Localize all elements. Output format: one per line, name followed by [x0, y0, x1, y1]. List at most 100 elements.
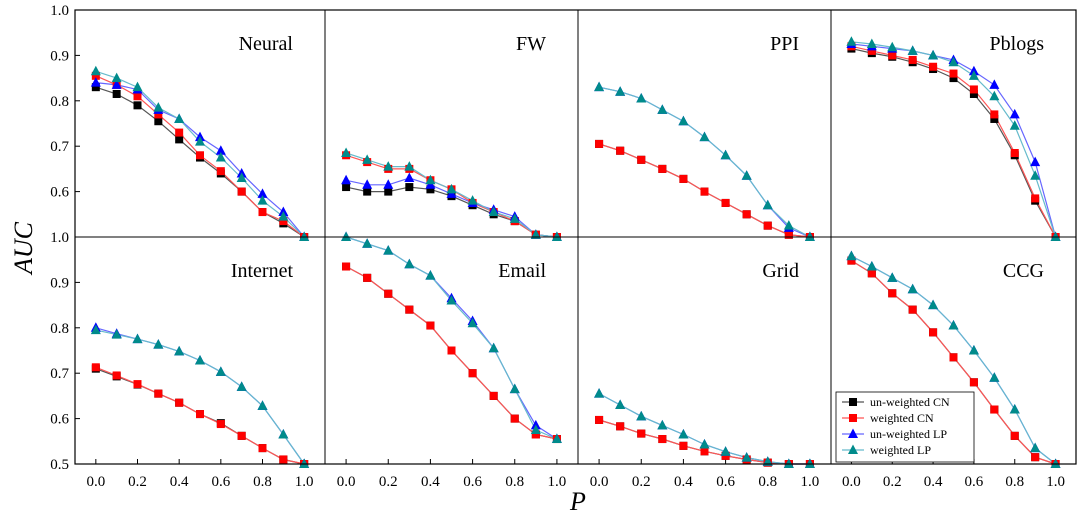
data-point [741, 170, 752, 180]
y-tick-label: 1.0 [50, 3, 69, 19]
data-point [1009, 404, 1020, 414]
series-points-weighted-lp [594, 81, 815, 241]
y-tick-label: 0.8 [50, 94, 69, 110]
data-point [678, 115, 689, 126]
data-point [594, 81, 605, 92]
series-points-weighted-lp [90, 65, 310, 241]
legend-label: un-weighted CN [870, 395, 950, 409]
data-point [404, 172, 415, 182]
y-tick-label: 0.5 [50, 457, 69, 473]
data-point [215, 145, 226, 155]
data-point [657, 104, 668, 114]
data-point [949, 74, 958, 83]
data-point [847, 256, 856, 265]
data-point [908, 55, 917, 64]
y-tick-label: 0.7 [50, 366, 69, 382]
data-point [341, 174, 352, 185]
data-point [384, 289, 393, 298]
x-tick-label: 0.6 [965, 474, 984, 490]
y-tick-labels: 0.6 0.7 0.8 0.9 1.0 0.5 0.6 0.7 0.8 0.9 1.0 [50, 3, 69, 473]
data-point [446, 295, 457, 305]
data-point [551, 231, 562, 241]
series-points-un-weighted-lp [90, 322, 310, 468]
data-point [888, 51, 897, 60]
series-line-un-weighted-lp [598, 86, 811, 238]
data-point [721, 198, 730, 207]
legend-label: un-weighted LP [870, 427, 947, 441]
data-point [257, 188, 268, 198]
series-points-weighted-cn [595, 139, 814, 241]
legend-label: weighted CN [870, 411, 934, 425]
data-point [949, 353, 958, 362]
data-point [784, 230, 793, 239]
data-point [615, 399, 626, 409]
data-point [90, 77, 101, 87]
series-line-un-weighted-lp [95, 327, 305, 465]
data-point [990, 405, 999, 414]
data-point [299, 231, 310, 241]
data-point [846, 250, 857, 261]
data-point [384, 187, 393, 196]
data-point [1009, 108, 1020, 119]
legend-entry-un-weighted-lp: un-weighted LP [842, 427, 947, 441]
legend-marker [848, 428, 858, 438]
data-point [133, 380, 142, 389]
data-point [363, 273, 372, 282]
data-point [1031, 453, 1040, 462]
data-point [489, 391, 498, 400]
data-point [446, 183, 457, 194]
data-point [153, 339, 164, 349]
data-point [236, 172, 247, 182]
data-point [866, 261, 877, 271]
y-tick-label: 0.9 [50, 48, 69, 64]
data-point [763, 221, 772, 230]
data-point [90, 324, 101, 335]
data-point [929, 328, 938, 337]
data-point [989, 79, 1000, 89]
panel-grid: Grid [594, 260, 815, 468]
data-point [467, 317, 478, 328]
data-point [1030, 442, 1041, 453]
series-points-weighted-lp [846, 250, 1061, 468]
data-point [195, 136, 205, 146]
data-point [362, 179, 373, 189]
data-point [804, 231, 815, 241]
data-point [595, 415, 604, 424]
data-point [990, 114, 999, 123]
panel-title: PPI [770, 33, 799, 55]
data-point [969, 378, 978, 387]
data-point [530, 424, 541, 434]
x-tick-labels: 0.0 0.2 0.4 0.6 0.8 1.0 0.0 0.2 0.4 0.6 0.8 1.0 0.0 0… [86, 474, 1065, 490]
x-tick-label: 0.0 [842, 474, 861, 490]
data-point [928, 299, 939, 310]
panel-title: CCG [1003, 260, 1044, 282]
data-point [658, 164, 667, 173]
y-axis-label: AUC [9, 221, 38, 276]
panel-fw: FW [341, 33, 562, 241]
panel-title: Neural [239, 33, 294, 55]
data-point [679, 441, 688, 450]
data-point [1050, 231, 1061, 241]
data-point [908, 305, 917, 314]
data-point [989, 372, 1000, 382]
series-points-weighted-lp [594, 388, 815, 468]
series-points-un-weighted-lp [594, 81, 815, 241]
series-points-un-weighted-lp [846, 38, 1061, 241]
data-point [616, 422, 625, 431]
data-point [132, 333, 143, 344]
panel-title: FW [516, 33, 546, 55]
data-point [949, 69, 958, 78]
x-tick-label: 0.2 [883, 474, 902, 490]
data-point [405, 183, 414, 192]
data-point [636, 93, 647, 103]
data-point [595, 139, 604, 148]
data-point [425, 270, 436, 280]
data-point [111, 72, 122, 83]
data-point [404, 258, 415, 269]
data-point [866, 38, 877, 49]
series-points-weighted-cn [91, 71, 309, 241]
data-point [362, 154, 373, 164]
x-tick-label: 0.4 [924, 474, 943, 490]
x-tick-label: 1.0 [1046, 474, 1065, 490]
data-point [615, 86, 626, 96]
